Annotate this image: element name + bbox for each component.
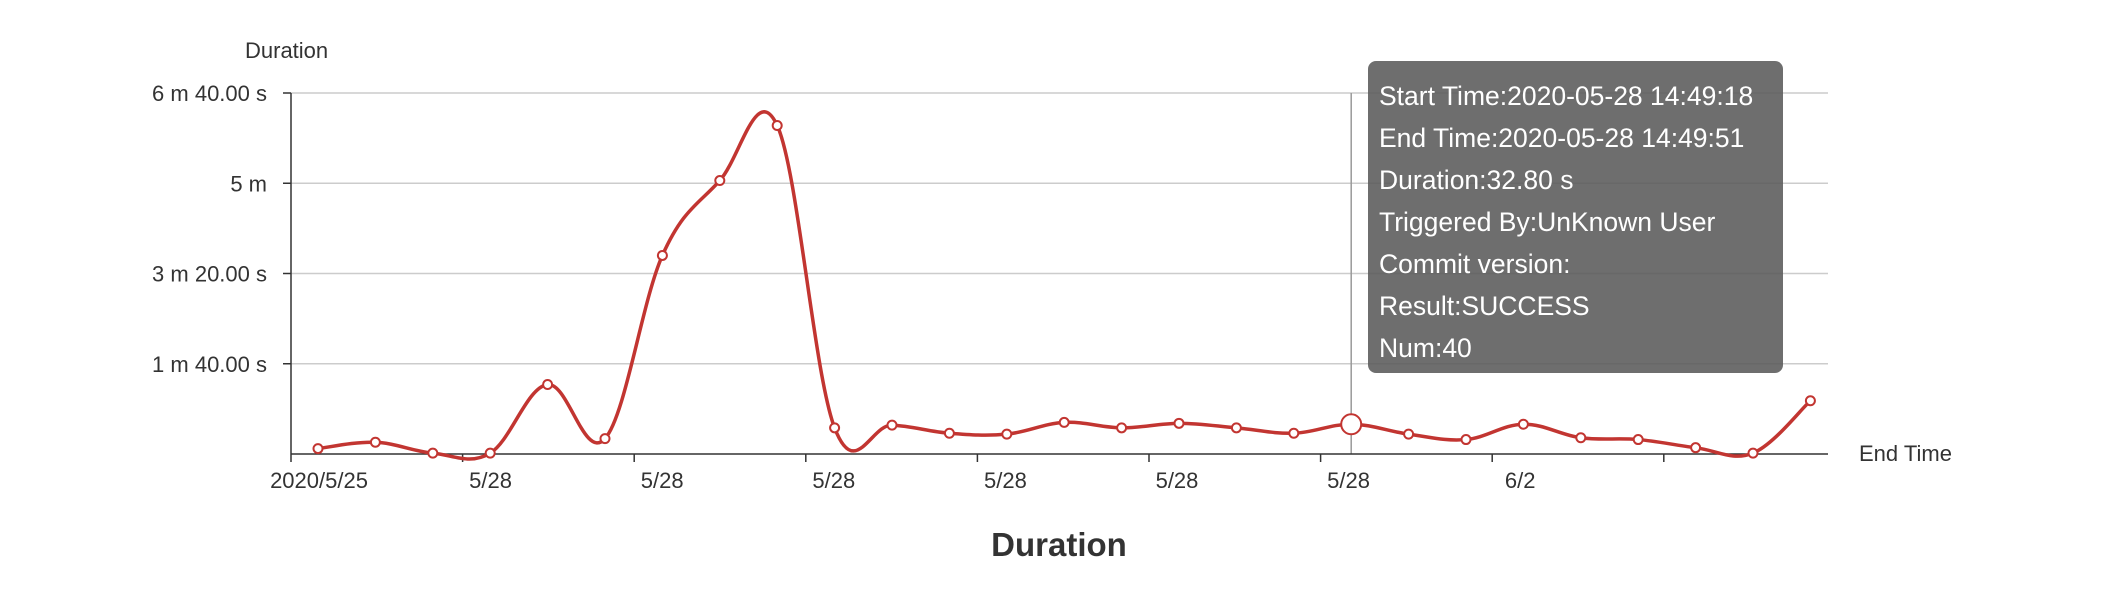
data-point[interactable] (599, 433, 611, 445)
data-point[interactable] (1804, 395, 1816, 407)
data-point[interactable] (484, 447, 496, 459)
y-tick-label: 6 m 40.00 s (152, 81, 267, 106)
data-point[interactable] (1575, 432, 1587, 444)
tooltip-start-time: Start Time:2020-05-28 14:49:18 (1379, 81, 1754, 111)
tooltip-commit-version: Commit version: (1379, 249, 1571, 279)
data-point[interactable] (771, 119, 783, 131)
tooltip: Start Time:2020-05-28 14:49:18 End Time:… (1368, 61, 1783, 373)
x-tick-label: 5/28 (812, 468, 855, 493)
x-tick-label: 6/2 (1505, 468, 1536, 493)
tooltip-num: Num:40 (1379, 333, 1472, 363)
data-point[interactable] (369, 436, 381, 448)
data-point[interactable] (1058, 416, 1070, 428)
data-point[interactable] (1173, 417, 1185, 429)
data-point[interactable] (1403, 428, 1415, 440)
y-tick-label: 1 m 40.00 s (152, 352, 267, 377)
x-tick-label: 2020/5/25 (270, 468, 368, 493)
tooltip-triggered-by: Triggered By:UnKnown User (1379, 207, 1716, 237)
tooltip-end-time: End Time:2020-05-28 14:49:51 (1379, 123, 1745, 153)
chart-title: Duration (991, 526, 1127, 563)
data-point[interactable] (714, 175, 726, 187)
data-point[interactable] (427, 447, 439, 459)
data-point[interactable] (312, 443, 324, 455)
data-point-highlighted[interactable] (1340, 413, 1363, 436)
y-axis-title: Duration (245, 38, 328, 63)
x-tick-label: 5/28 (469, 468, 512, 493)
data-point[interactable] (829, 422, 841, 434)
axes: 1 m 40.00 s 3 m 20.00 s 5 m 6 m 40.00 s 2020… (152, 81, 1828, 493)
x-axis-title: End Time (1859, 441, 1952, 466)
axis-labels: Duration End Time Duration (245, 38, 1952, 563)
data-point[interactable] (886, 419, 898, 431)
x-tick-label: 5/28 (1156, 468, 1199, 493)
tooltip-duration: Duration:32.80 s (1379, 165, 1574, 195)
x-tick-label: 5/28 (641, 468, 684, 493)
x-tick-label: 5/28 (1327, 468, 1370, 493)
data-point[interactable] (1001, 428, 1013, 440)
data-point[interactable] (943, 427, 955, 439)
data-point[interactable] (1116, 422, 1128, 434)
tooltip-result: Result:SUCCESS (1379, 291, 1590, 321)
data-point[interactable] (1747, 447, 1759, 459)
y-tick-label: 5 m (230, 171, 267, 196)
x-tick-label: 5/28 (984, 468, 1027, 493)
data-point[interactable] (1460, 434, 1472, 446)
y-tick-label: 3 m 20.00 s (152, 262, 267, 287)
data-point[interactable] (1288, 427, 1300, 439)
data-point[interactable] (1690, 442, 1702, 454)
data-point[interactable] (1517, 418, 1529, 430)
data-points[interactable] (312, 119, 1816, 459)
data-point[interactable] (542, 379, 554, 391)
data-point[interactable] (1632, 434, 1644, 446)
data-point[interactable] (656, 249, 668, 261)
data-point[interactable] (1230, 422, 1242, 434)
